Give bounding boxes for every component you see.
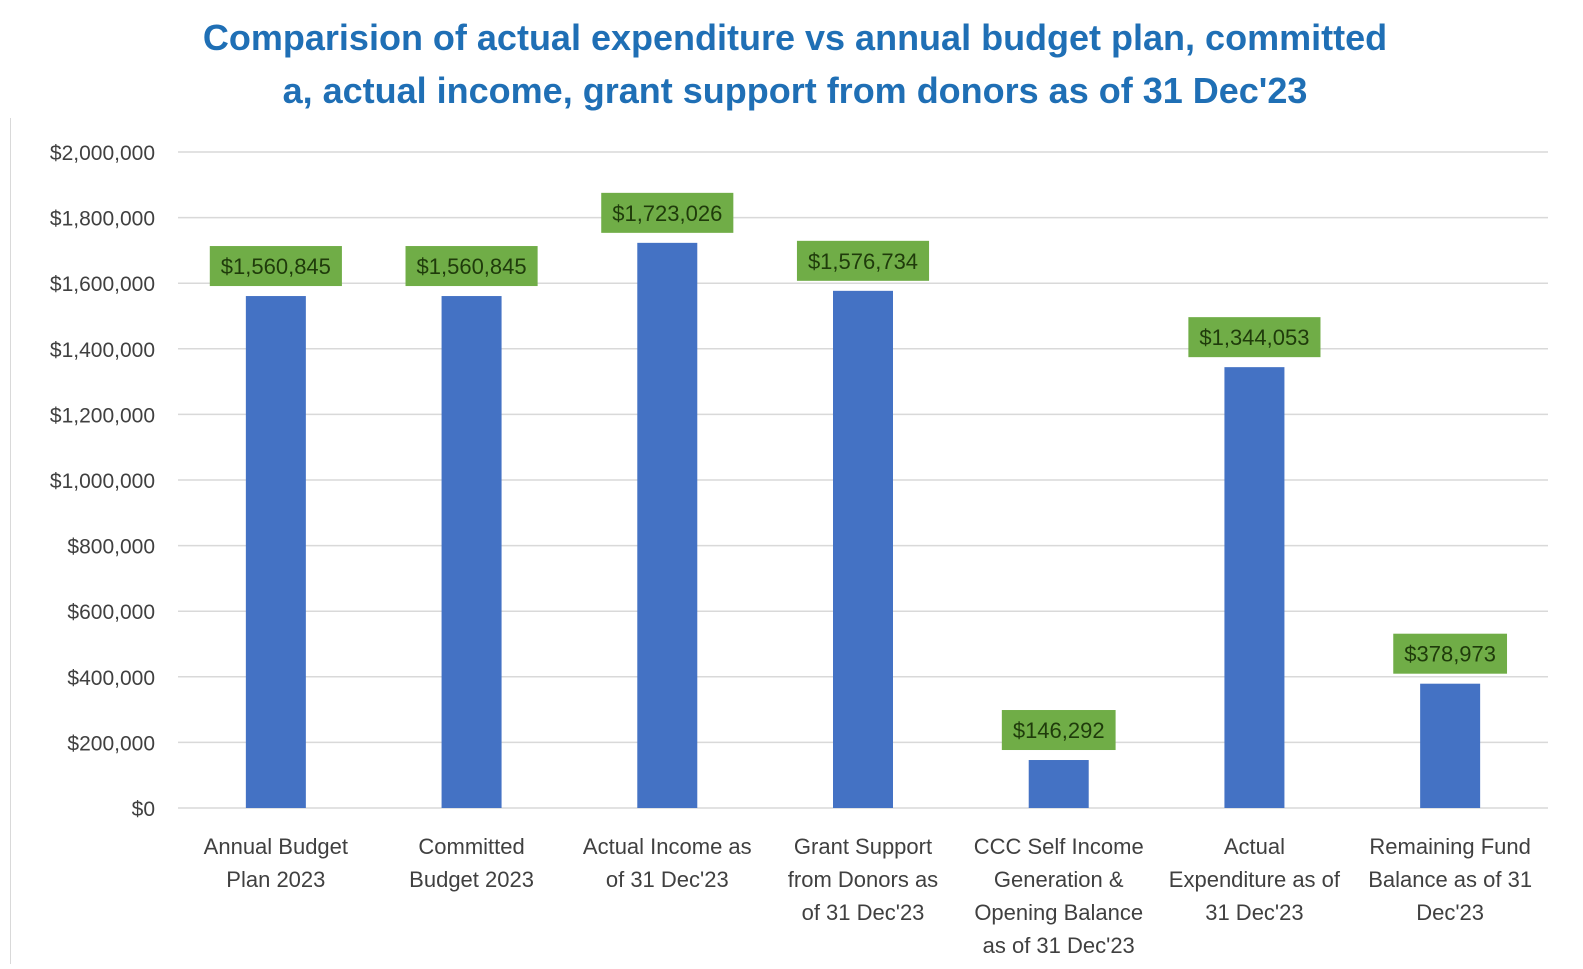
data-labels: $1,560,845 $1,560,845 $1,723,026 $1,576,734… (209, 192, 1508, 751)
data-label-2: $1,560,845 (417, 254, 527, 279)
bar-5 (1028, 760, 1089, 808)
bars (245, 242, 1481, 808)
data-label-box-2 (405, 246, 538, 287)
category-label-3-line-2: of 31 Dec'23 (606, 867, 729, 892)
data-label-5: $146,292 (1013, 718, 1105, 743)
bar-2 (441, 296, 502, 808)
y-tick-label-2: $400,000 (67, 667, 155, 690)
category-label-1-line-2: Plan 2023 (226, 867, 325, 892)
category-label-1: Annual Budget Plan 2023 (204, 834, 348, 892)
category-label-4: Grant Support from Donors as of 31 Dec'23 (788, 834, 938, 925)
category-label-5-line-2: Generation & (994, 867, 1124, 892)
data-label-4: $1,576,734 (808, 249, 918, 274)
category-label-5-line-1: CCC Self Income (974, 834, 1144, 859)
category-label-3: Actual Income as of 31 Dec'23 (583, 834, 752, 892)
category-label-1-line-1: Annual Budget (204, 834, 348, 859)
category-label-7-line-2: Balance as of 31 (1368, 867, 1532, 892)
y-tick-label-1: $200,000 (67, 732, 155, 755)
category-label-3-line-1: Actual Income as (583, 834, 752, 859)
data-label-box-6 (1188, 317, 1321, 358)
category-label-5: CCC Self Income Generation & Opening Balan… (974, 834, 1144, 958)
category-label-7: Remaining Fund Balance as of 31 Dec'23 (1368, 834, 1532, 925)
chart-title: Comparision of actual expenditure vs ann… (203, 17, 1387, 111)
chart-title-line-2: a, actual income, grant support from don… (283, 70, 1308, 111)
y-tick-label-6: $1,200,000 (50, 404, 155, 427)
category-label-4-line-1: Grant Support (794, 834, 932, 859)
category-label-4-line-3: of 31 Dec'23 (802, 900, 925, 925)
data-label-1: $1,560,845 (221, 254, 331, 279)
category-label-6-line-1: Actual (1224, 834, 1285, 859)
data-label-6: $1,344,053 (1199, 325, 1309, 350)
bar-4 (833, 290, 893, 808)
bar-6 (1224, 367, 1285, 808)
x-axis-category-labels: Annual Budget Plan 2023 Committed Budget 20… (204, 834, 1532, 958)
data-label-7: $378,973 (1404, 642, 1496, 667)
category-label-7-line-1: Remaining Fund (1369, 834, 1530, 859)
data-label-box-7 (1393, 633, 1508, 674)
category-label-4-line-2: from Donors as (788, 867, 938, 892)
y-tick-label-3: $600,000 (67, 601, 155, 624)
y-axis-tick-labels: $0 $200,000 $400,000 $600,000 $800,000 $1,000… (50, 142, 155, 821)
y-tick-label-0: $0 (132, 798, 155, 821)
data-label-box-1 (209, 246, 342, 287)
data-label-3: $1,723,026 (612, 201, 722, 226)
y-tick-label-10: $2,000,000 (50, 142, 155, 165)
category-label-6-line-3: 31 Dec'23 (1205, 900, 1303, 925)
bar-7 (1420, 683, 1481, 808)
y-tick-label-9: $1,800,000 (50, 208, 155, 231)
bar-1 (245, 296, 306, 808)
y-tick-label-8: $1,600,000 (50, 273, 155, 296)
y-tick-label-7: $1,400,000 (50, 339, 155, 362)
chart-title-line-1: Comparision of actual expenditure vs ann… (203, 17, 1387, 58)
category-label-5-line-3: Opening Balance (974, 900, 1143, 925)
category-label-7-line-3: Dec'23 (1416, 900, 1484, 925)
category-label-6-line-2: Expenditure as of (1169, 867, 1341, 892)
category-label-2: Committed Budget 2023 (409, 834, 534, 892)
category-label-6: Actual Expenditure as of 31 Dec'23 (1169, 834, 1341, 925)
bar-3 (637, 242, 698, 808)
data-label-box-4 (796, 240, 930, 281)
data-label-box-5 (1001, 710, 1116, 751)
left-border-line (10, 118, 11, 964)
category-label-2-line-2: Budget 2023 (409, 867, 534, 892)
category-label-2-line-1: Committed (418, 834, 524, 859)
y-tick-label-5: $1,000,000 (50, 470, 155, 493)
data-label-box-3 (601, 192, 734, 233)
category-label-5-line-4: as of 31 Dec'23 (983, 933, 1135, 958)
y-tick-label-4: $800,000 (67, 536, 155, 559)
